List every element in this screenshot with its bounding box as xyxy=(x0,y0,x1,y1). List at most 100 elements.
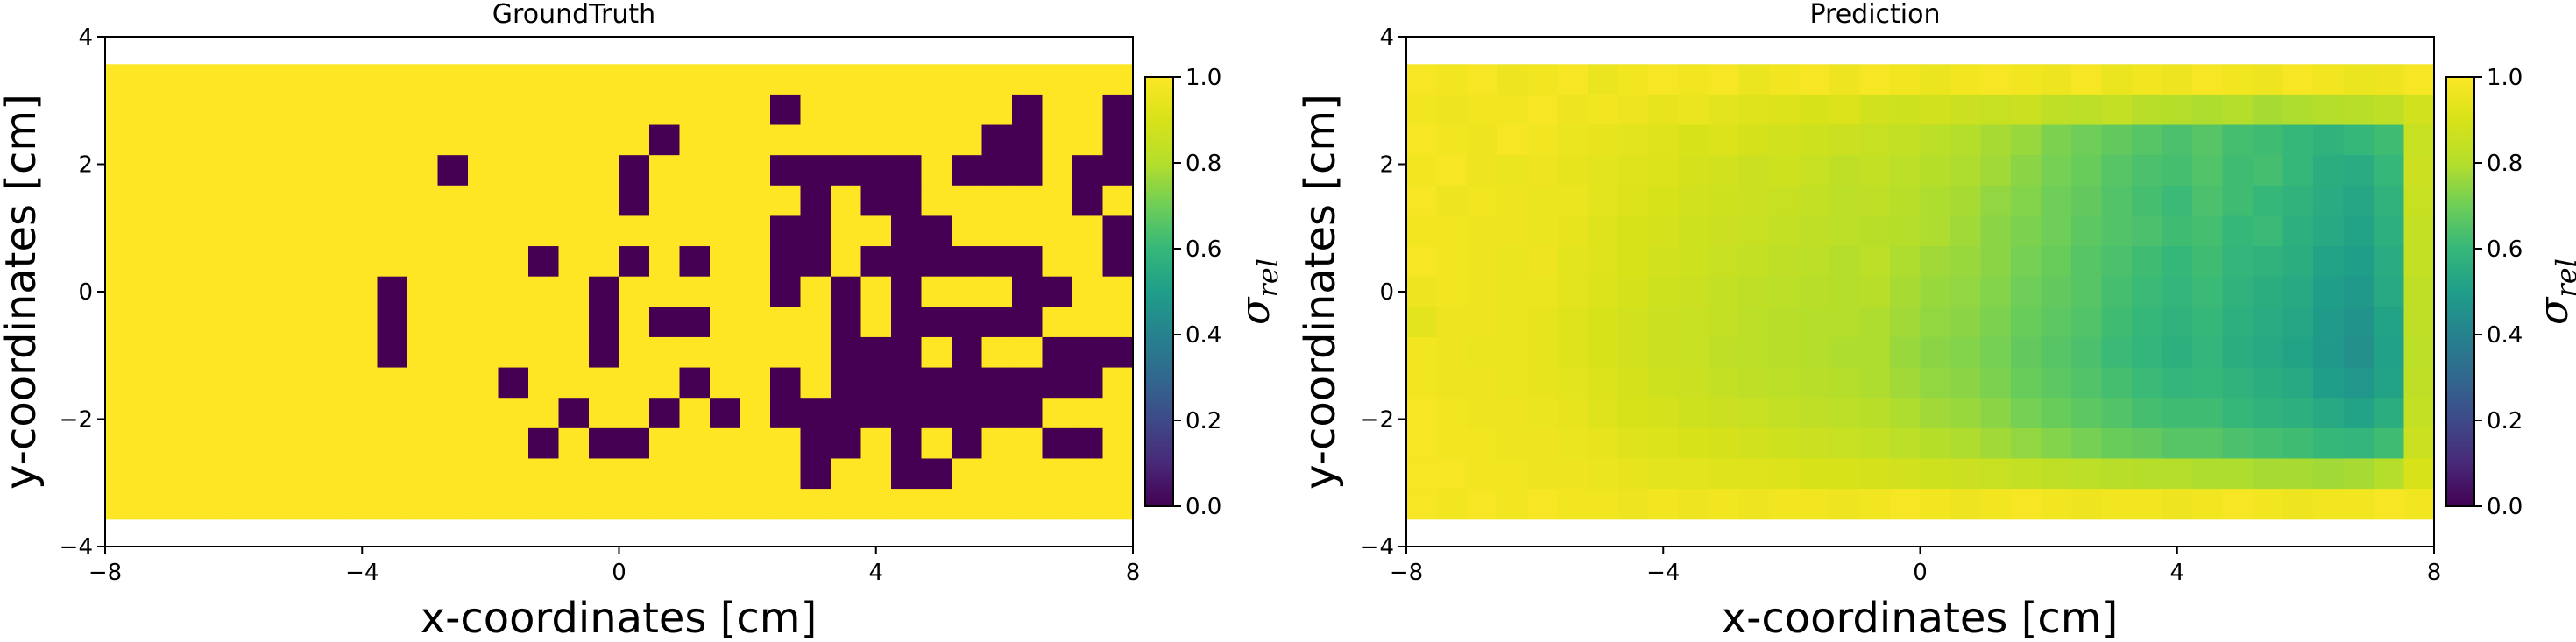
heatmap-cell xyxy=(1859,398,1891,429)
heatmap-cell xyxy=(498,185,529,217)
heatmap-cell xyxy=(468,94,499,126)
heatmap-cell xyxy=(1950,458,1982,490)
heatmap-cell xyxy=(1769,427,1801,460)
heatmap-cell xyxy=(921,307,952,338)
heatmap-cell xyxy=(2192,155,2224,187)
heatmap-cell xyxy=(1950,398,1982,429)
heatmap-cells xyxy=(105,64,1134,520)
chart-title: Prediction xyxy=(1809,0,1940,30)
heatmap-cell xyxy=(2071,215,2103,247)
heatmap-cell xyxy=(1920,427,1951,460)
heatmap-cell xyxy=(2011,215,2042,247)
heatmap-cell xyxy=(347,94,379,126)
x-ticks: −8 −4 0 4 8 xyxy=(88,547,1140,586)
heatmap-cell xyxy=(528,64,560,95)
heatmap-cell xyxy=(2253,458,2284,490)
heatmap-cell xyxy=(710,336,741,369)
heatmap-cell xyxy=(1738,307,1770,338)
heatmap-cell xyxy=(2282,246,2314,278)
heatmap-cell xyxy=(1920,458,1951,490)
heatmap-cell xyxy=(1829,155,1861,187)
y-tick-label: 2 xyxy=(78,152,93,179)
heatmap-cell xyxy=(952,458,983,490)
heatmap-cell xyxy=(891,336,923,369)
heatmap-cell xyxy=(1890,215,1921,247)
heatmap-cell xyxy=(468,307,499,338)
heatmap-cell xyxy=(1072,276,1104,307)
heatmap-cell xyxy=(1617,124,1649,156)
y-tick-label: 4 xyxy=(1379,25,1394,51)
heatmap-cell xyxy=(105,124,137,156)
heatmap-cell xyxy=(2403,94,2435,126)
heatmap-cells xyxy=(1406,64,2435,520)
heatmap-cell xyxy=(1980,336,2012,369)
heatmap-cell xyxy=(2101,124,2133,156)
heatmap-cell xyxy=(710,64,741,95)
heatmap-cell xyxy=(1588,427,1619,460)
heatmap-cell xyxy=(1588,458,1619,490)
heatmap-cell xyxy=(256,124,287,156)
heatmap-cell xyxy=(1769,94,1801,126)
heatmap-cell xyxy=(1527,336,1559,369)
heatmap-cell xyxy=(1980,367,2012,399)
heatmap-cell xyxy=(347,427,379,460)
heatmap-cell xyxy=(800,276,832,307)
heatmap-cell xyxy=(740,307,771,338)
heatmap-cell xyxy=(589,458,620,490)
heatmap-cell xyxy=(558,458,590,490)
heatmap-cell xyxy=(1588,246,1619,278)
heatmap-cell xyxy=(498,124,529,156)
heatmap-cell xyxy=(981,458,1013,490)
heatmap-cell xyxy=(2162,94,2193,126)
heatmap-cell xyxy=(347,215,379,247)
heatmap-cell xyxy=(2313,307,2345,338)
heatmap-cell xyxy=(407,94,439,126)
heatmap-cell xyxy=(710,276,741,307)
heatmap-cell xyxy=(558,367,590,399)
heatmap-cell xyxy=(2374,489,2405,520)
y-tick-label: −2 xyxy=(1361,407,1394,434)
heatmap-cell xyxy=(2101,489,2133,520)
heatmap-cell xyxy=(1859,458,1891,490)
heatmap-cell xyxy=(407,124,439,156)
heatmap-cell xyxy=(831,94,862,126)
heatmap-cell xyxy=(2162,155,2193,187)
heatmap-cell xyxy=(2101,185,2133,217)
heatmap-cell xyxy=(2071,64,2103,95)
heatmap-cell xyxy=(1557,215,1589,247)
heatmap-cell xyxy=(1950,64,1982,95)
heatmap-cell xyxy=(2011,489,2042,520)
chart-title: GroundTruth xyxy=(492,0,655,30)
colorbar-frame xyxy=(2445,76,2475,507)
heatmap-cell xyxy=(1829,124,1861,156)
heatmap-cell xyxy=(589,489,620,520)
heatmap-cell xyxy=(2101,215,2133,247)
heatmap-cell xyxy=(589,307,620,338)
heatmap-cell xyxy=(2011,246,2042,278)
heatmap-cell xyxy=(1859,124,1891,156)
heatmap-cell xyxy=(2071,367,2103,399)
heatmap-cell xyxy=(1497,458,1528,490)
heatmap-cell xyxy=(2011,458,2042,490)
heatmap-cell xyxy=(135,367,166,399)
heatmap-cell xyxy=(2162,458,2193,490)
heatmap-cell xyxy=(256,276,287,307)
heatmap-cell xyxy=(1859,427,1891,460)
heatmap-cell xyxy=(498,427,529,460)
heatmap-cell xyxy=(2253,215,2284,247)
heatmap-cell xyxy=(1799,367,1830,399)
heatmap-cell xyxy=(1527,367,1559,399)
heatmap-cell xyxy=(437,246,469,278)
heatmap-cell xyxy=(377,458,408,490)
heatmap-cell xyxy=(468,64,499,95)
heatmap-cell xyxy=(952,94,983,126)
heatmap-cell xyxy=(1406,246,1438,278)
heatmap-cell xyxy=(1557,307,1589,338)
heatmap-cell xyxy=(377,367,408,399)
heatmap-cell xyxy=(2253,124,2284,156)
heatmap-cell xyxy=(1497,94,1528,126)
heatmap-cell xyxy=(619,427,650,460)
heatmap-cell xyxy=(2343,215,2374,247)
heatmap-cell xyxy=(528,155,560,187)
heatmap-cell xyxy=(1406,398,1438,429)
